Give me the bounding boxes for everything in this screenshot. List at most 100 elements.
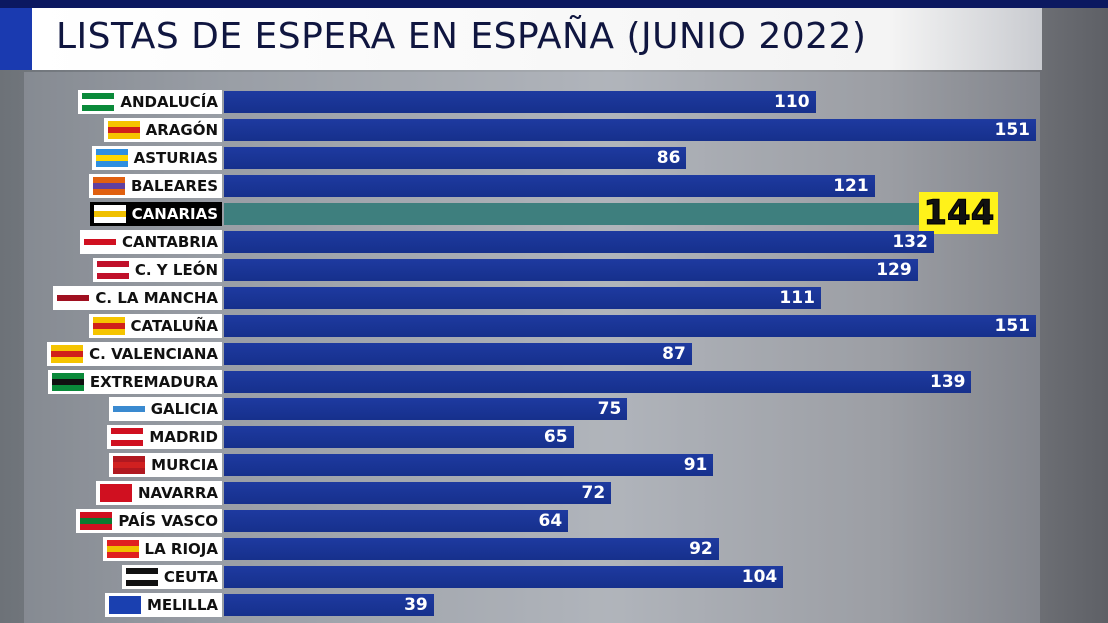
- bar: [224, 510, 569, 533]
- region-flag-icon: [108, 596, 141, 615]
- bar: [224, 342, 692, 365]
- bar-row: C. VALENCIANA 87: [0, 341, 1108, 366]
- value-label: 91: [683, 455, 708, 476]
- bar: [224, 174, 875, 197]
- category-text: GALICIA: [150, 400, 218, 419]
- category-text: CEUTA: [163, 568, 218, 587]
- value-label: 72: [581, 483, 606, 504]
- top-band: [0, 0, 1108, 8]
- value-label: 65: [543, 427, 568, 448]
- bar: [224, 146, 687, 169]
- category-label: EXTREMADURA: [47, 369, 222, 394]
- title-accent: [0, 8, 32, 70]
- category-text: C. Y LEÓN: [134, 260, 218, 279]
- category-label: ARAGÓN: [103, 117, 222, 142]
- value-label: 110: [774, 92, 810, 112]
- category-text: EXTREMADURA: [89, 372, 218, 391]
- title-bar: [32, 8, 1042, 70]
- region-flag-icon: [113, 456, 146, 475]
- bar: [224, 566, 784, 589]
- category-label: LA RIOJA: [102, 537, 222, 562]
- bar: [224, 202, 999, 225]
- category-label: C. VALENCIANA: [47, 341, 222, 366]
- region-flag-icon: [80, 512, 113, 531]
- bar: [224, 482, 612, 505]
- bar: [224, 454, 714, 477]
- category-text: ANDALUCÍA: [120, 93, 218, 111]
- value-label: 39: [404, 595, 428, 616]
- category-label: ASTURIAS: [91, 145, 222, 170]
- region-flag-icon: [51, 372, 84, 391]
- bar-row: MURCIA 91: [0, 453, 1108, 478]
- category-label: C. LA MANCHA: [53, 285, 222, 310]
- region-flag-icon: [57, 288, 90, 307]
- region-flag-icon: [125, 568, 158, 587]
- category-text: ARAGÓN: [145, 120, 218, 139]
- value-label: 111: [779, 287, 815, 308]
- bar-row: CEUTA 104: [0, 565, 1108, 590]
- region-flag-icon: [83, 232, 116, 251]
- category-text: CATALUÑA: [130, 316, 219, 335]
- category-text: PAÍS VASCO: [118, 512, 218, 531]
- region-flag-icon: [111, 428, 144, 447]
- category-text: CANARIAS: [131, 204, 218, 223]
- bar-row: C. Y LEÓN 129: [0, 257, 1108, 282]
- category-text: BALEARES: [130, 176, 218, 195]
- value-label: 139: [929, 371, 966, 392]
- value-label: 151: [994, 315, 1031, 336]
- region-flag-icon: [92, 316, 125, 335]
- category-text: MELILLA: [146, 596, 218, 615]
- bar: [224, 426, 574, 449]
- bar-row: LA RIOJA 92: [0, 537, 1108, 562]
- bar-row: MADRID 65: [0, 425, 1108, 450]
- bar: [224, 230, 934, 253]
- bar-row: ANDALUCÍA 110: [0, 90, 1108, 114]
- value-label: 129: [876, 259, 912, 280]
- value-label: 92: [689, 539, 713, 560]
- region-flag-icon: [107, 120, 140, 139]
- category-label: PAÍS VASCO: [76, 509, 222, 534]
- value-label: 64: [538, 511, 563, 532]
- region-flag-icon: [93, 204, 126, 223]
- bar: [224, 286, 821, 309]
- bar: [224, 258, 918, 281]
- category-label: C. Y LEÓN: [92, 257, 222, 282]
- bar: [224, 91, 816, 113]
- category-label: CATALUÑA: [88, 313, 222, 338]
- bar-row: BALEARES 121: [0, 173, 1108, 198]
- bar: [224, 594, 434, 617]
- value-label: 86: [656, 147, 681, 168]
- region-flag-icon: [95, 148, 128, 167]
- region-flag-icon: [96, 260, 129, 279]
- region-flag-icon: [82, 93, 115, 111]
- category-label: CANTABRIA: [79, 229, 222, 254]
- region-flag-icon: [51, 344, 84, 363]
- category-label: CANARIAS: [89, 201, 222, 226]
- category-label: NAVARRA: [95, 481, 222, 506]
- bar-row: CANTABRIA 132: [0, 229, 1108, 254]
- bar-row: EXTREMADURA 139: [0, 369, 1108, 394]
- bar-row: GALICIA 75: [0, 397, 1108, 422]
- region-flag-icon: [92, 176, 125, 195]
- category-label: CEUTA: [121, 565, 222, 590]
- category-text: C. LA MANCHA: [95, 288, 218, 307]
- category-label: MELILLA: [104, 593, 222, 618]
- bar: [224, 118, 1036, 141]
- value-label: 75: [597, 399, 622, 420]
- category-text: LA RIOJA: [144, 540, 218, 559]
- category-text: MURCIA: [151, 456, 218, 475]
- category-label: ANDALUCÍA: [78, 90, 222, 114]
- bar-row: C. LA MANCHA 111: [0, 285, 1108, 310]
- bar-row: PAÍS VASCO 64: [0, 509, 1108, 534]
- bar: [224, 370, 972, 393]
- bar-row: ASTURIAS 86: [0, 145, 1108, 170]
- bar: [224, 538, 719, 561]
- value-label: 87: [662, 343, 686, 364]
- category-label: BALEARES: [88, 173, 222, 198]
- region-flag-icon: [106, 540, 139, 559]
- category-text: NAVARRA: [137, 484, 218, 503]
- value-label: 132: [892, 231, 928, 252]
- bar: [224, 398, 628, 421]
- bar-row: ARAGÓN 151: [0, 117, 1108, 142]
- category-text: ASTURIAS: [133, 148, 218, 167]
